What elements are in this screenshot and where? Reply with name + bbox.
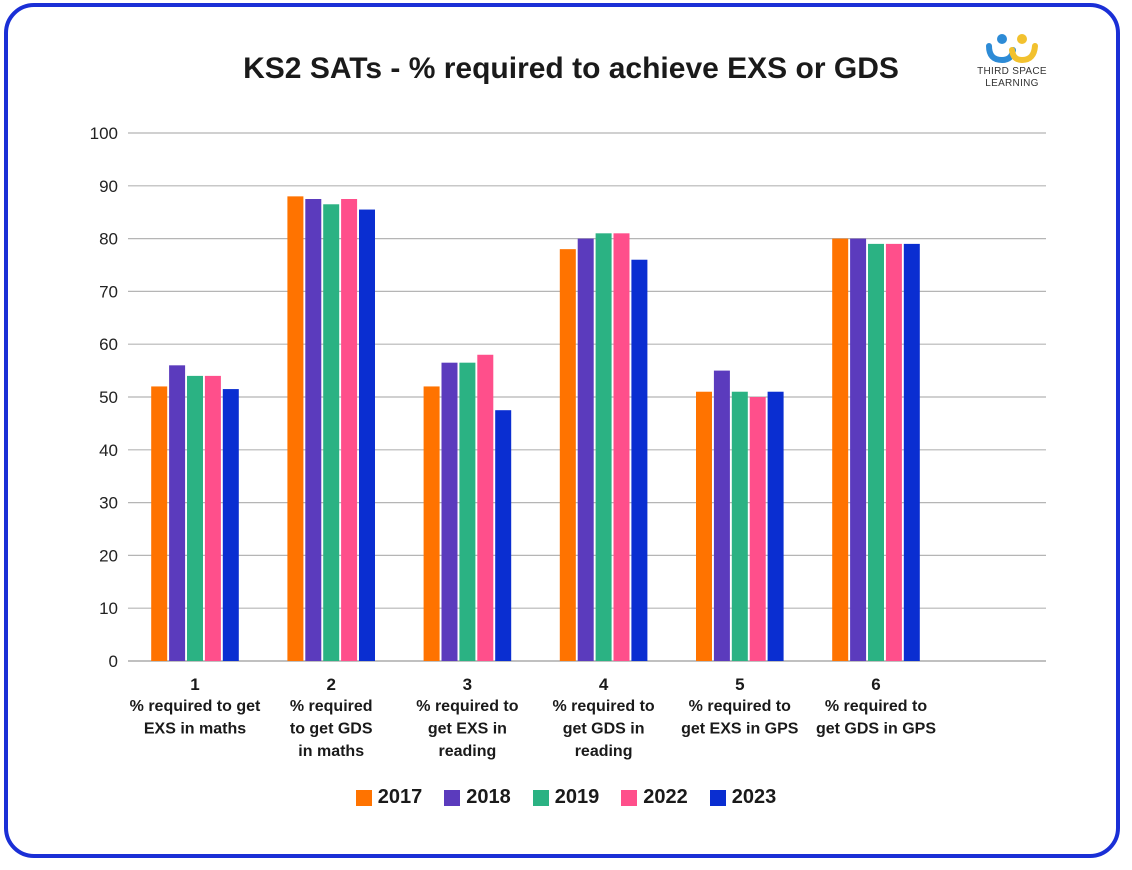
x-category-number: 3 xyxy=(463,675,472,694)
x-category-label: % required to xyxy=(552,698,654,715)
bar-2022-cat-4 xyxy=(613,233,630,661)
logo-text-line1: THIRD SPACE xyxy=(977,66,1047,77)
logo-yellow-dot-icon xyxy=(1017,34,1027,44)
logo-yellow-smile-icon xyxy=(1009,43,1038,64)
logo-text: THIRD SPACE LEARNING xyxy=(962,66,1062,90)
bar-2018-cat-4 xyxy=(577,238,594,661)
legend-label: 2017 xyxy=(377,786,423,808)
x-category-number: 4 xyxy=(599,675,609,694)
y-tick-label: 80 xyxy=(99,230,118,249)
bar-2022-cat-3 xyxy=(477,354,494,661)
legend-item-2017: 2017 xyxy=(355,786,423,809)
x-category-label: get EXS in xyxy=(428,721,507,738)
x-category-label: % required to xyxy=(689,698,791,715)
y-tick-label: 90 xyxy=(99,177,118,196)
legend-label: 2022 xyxy=(643,786,688,808)
bar-2018-cat-5 xyxy=(713,370,730,661)
x-category-label: % required to get xyxy=(130,698,261,715)
bar-2017-cat-4 xyxy=(559,249,576,661)
bar-2023-cat-1 xyxy=(222,389,239,661)
bar-2019-cat-2 xyxy=(323,204,340,661)
x-category-label: % required to xyxy=(416,698,518,715)
bar-2023-cat-4 xyxy=(631,259,648,661)
x-category-label: in maths xyxy=(298,743,364,760)
bar-2019-cat-6 xyxy=(868,243,884,661)
x-category-label: % required to xyxy=(825,698,927,715)
legend-swatch xyxy=(709,789,726,806)
legend-item-2023: 2023 xyxy=(709,786,777,809)
bar-2022-cat-6 xyxy=(885,243,902,661)
bar-2023-cat-2 xyxy=(359,209,375,661)
bar-2022-cat-1 xyxy=(204,375,221,661)
chart-title: KS2 SATs - % required to achieve EXS or … xyxy=(243,52,899,85)
bar-2019-cat-5 xyxy=(731,391,748,661)
y-tick-label: 70 xyxy=(99,282,118,301)
bar-2023-cat-3 xyxy=(495,410,512,661)
third-space-learning-logo xyxy=(986,34,1038,64)
legend-swatch xyxy=(444,789,461,806)
y-tick-label: 30 xyxy=(99,494,118,513)
bar-2017-cat-6 xyxy=(832,238,849,661)
bar-2017-cat-1 xyxy=(151,386,168,661)
x-category-label: get EXS in GPS xyxy=(681,721,799,738)
x-category-label: EXS in maths xyxy=(144,721,246,738)
x-category-label: to get GDS xyxy=(290,721,373,738)
x-category-label: get GDS in xyxy=(563,721,645,738)
x-category-label: % required xyxy=(290,698,373,715)
legend-label: 2018 xyxy=(466,786,511,808)
y-tick-label: 40 xyxy=(99,441,118,460)
logo-text-line2: LEARNING xyxy=(985,78,1039,89)
logo-blue-dot-icon xyxy=(997,34,1007,44)
x-category-number: 1 xyxy=(190,675,199,694)
y-tick-label: 100 xyxy=(90,124,118,143)
legend-swatch xyxy=(355,789,372,806)
y-tick-label: 50 xyxy=(99,388,118,407)
y-tick-label: 60 xyxy=(99,335,118,354)
x-category-label: reading xyxy=(439,743,497,760)
bar-2019-cat-1 xyxy=(187,375,203,661)
bar-2018-cat-6 xyxy=(850,238,867,661)
bar-2023-cat-6 xyxy=(903,243,920,661)
x-category-number: 2 xyxy=(326,675,335,694)
bar-2017-cat-3 xyxy=(423,386,440,661)
bar-2018-cat-3 xyxy=(441,362,458,661)
y-tick-label: 10 xyxy=(99,599,118,618)
legend-label: 2019 xyxy=(554,786,600,808)
legend-swatch xyxy=(532,789,549,806)
legend-item-2019: 2019 xyxy=(532,786,600,809)
legend-item-2022: 2022 xyxy=(621,786,688,809)
bar-2019-cat-4 xyxy=(595,233,612,661)
x-category-label: reading xyxy=(575,743,633,760)
bar-2022-cat-5 xyxy=(749,397,766,661)
bar-2022-cat-2 xyxy=(341,199,358,661)
chart-legend: 2017 2018 2019 2022 2023 xyxy=(0,786,1132,809)
legend-swatch xyxy=(621,789,638,806)
x-category-number: 5 xyxy=(735,675,744,694)
legend-item-2018: 2018 xyxy=(444,786,511,809)
bar-2018-cat-1 xyxy=(169,365,186,661)
bar-2019-cat-3 xyxy=(459,362,476,661)
bar-2017-cat-5 xyxy=(696,391,712,661)
bar-2018-cat-2 xyxy=(305,199,322,661)
x-category-label: get GDS in GPS xyxy=(816,721,936,738)
y-tick-label: 0 xyxy=(109,652,118,671)
bar-2017-cat-2 xyxy=(287,196,304,662)
legend-label: 2023 xyxy=(731,786,777,808)
x-category-number: 6 xyxy=(871,675,880,694)
y-tick-label: 20 xyxy=(99,546,118,565)
bar-2023-cat-5 xyxy=(767,391,784,661)
